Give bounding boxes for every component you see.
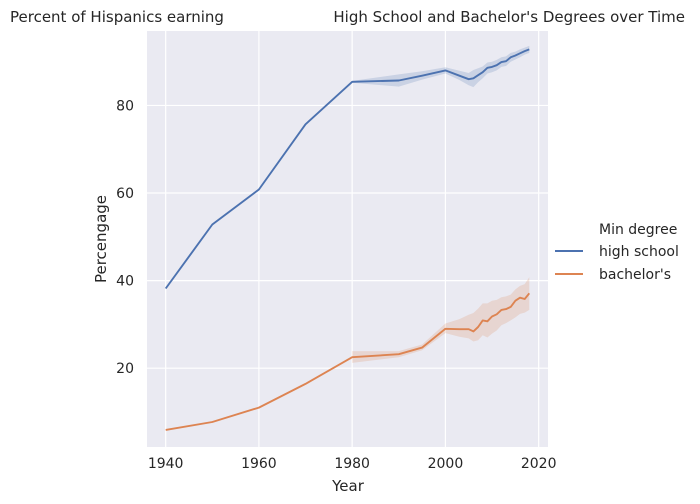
grid-lines [147,31,548,447]
x-tick-label: 1940 [148,456,184,472]
line-high-school [164,48,530,290]
x-axis-label: Year [331,477,365,495]
band-bachelor-s [352,277,530,363]
series-lines [164,48,531,431]
x-tick-labels: 1940 1960 1980 2000 2020 [148,456,557,472]
legend: Min degree high school bachelor's [555,222,679,283]
legend-title: Min degree [599,222,677,238]
legend-label-high-school: high school [599,244,679,260]
confidence-bands [352,45,530,363]
chart-title-right: High School and Bachelor's Degrees over … [333,8,685,26]
chart-title-left: Percent of Hispanics earning [10,8,224,26]
y-tick-labels: 20 40 60 80 [116,98,134,377]
legend-label-bachelor-s: bachelor's [599,267,671,283]
y-tick-label: 40 [116,274,134,290]
line-bachelor-s [165,292,531,431]
y-tick-label: 20 [116,361,134,377]
y-axis-label: Percengage [92,195,110,283]
plot-area [147,31,548,447]
x-tick-label: 1960 [241,456,277,472]
x-tick-label: 1980 [334,456,370,472]
y-tick-label: 60 [116,186,134,202]
band-high-school [352,45,530,88]
y-tick-label: 80 [116,98,134,114]
x-tick-label: 2020 [521,456,557,472]
x-tick-label: 2000 [428,456,464,472]
